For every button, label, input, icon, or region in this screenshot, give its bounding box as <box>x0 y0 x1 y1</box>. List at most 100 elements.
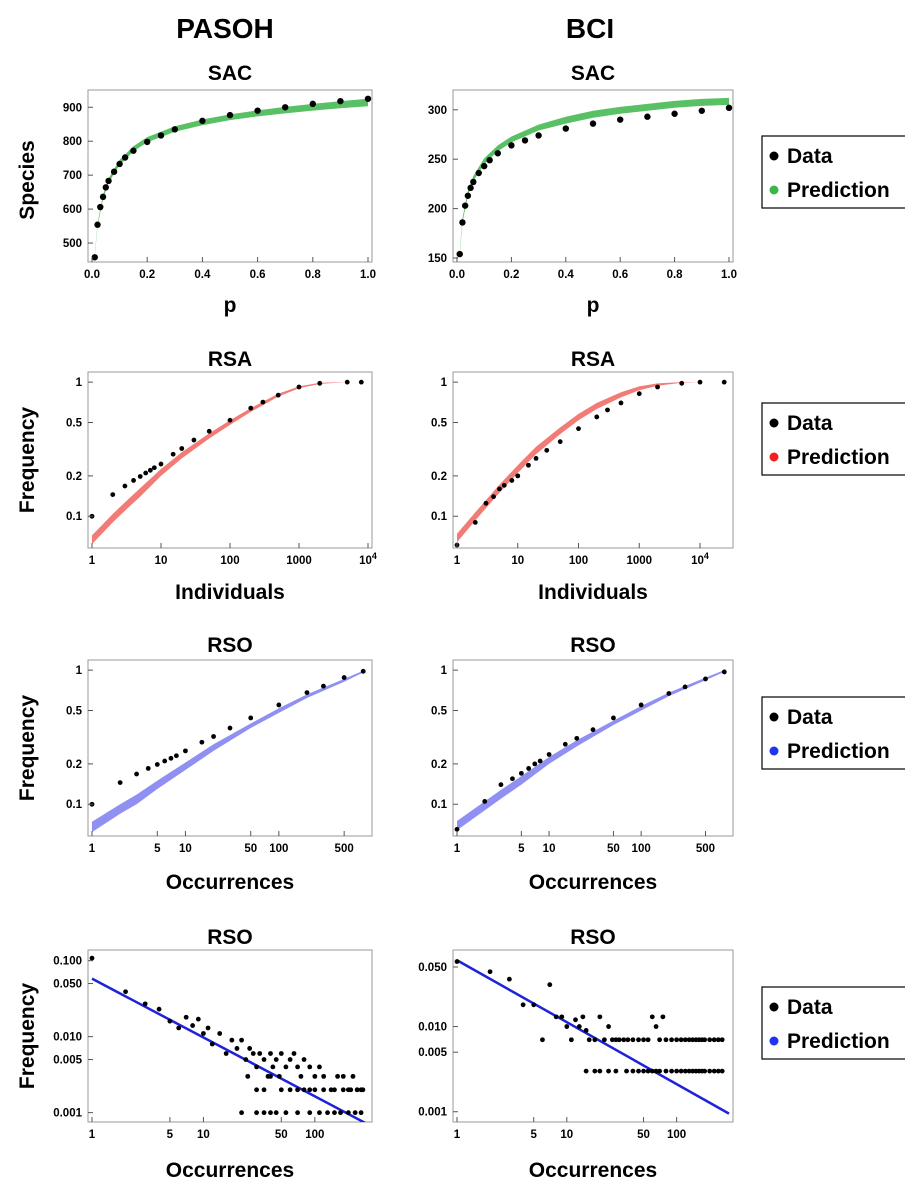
data-point <box>287 1057 293 1062</box>
data-point <box>154 762 160 767</box>
data-point <box>494 150 501 157</box>
data-point <box>456 250 463 258</box>
data-point <box>641 1037 646 1043</box>
data-point <box>97 203 104 211</box>
data-point <box>611 715 616 721</box>
data-point <box>268 1110 273 1116</box>
plot-area <box>454 379 727 548</box>
data-point <box>557 439 563 445</box>
legend-box <box>761 696 905 770</box>
data-point <box>715 1037 721 1043</box>
panel-title: RSO <box>207 926 253 949</box>
data-point <box>657 1037 663 1043</box>
x-tick-label: 1.0 <box>360 269 376 281</box>
data-point <box>142 1001 148 1007</box>
data-point <box>211 734 216 739</box>
data-point <box>597 1068 603 1074</box>
data-point <box>268 1073 273 1079</box>
data-point <box>537 758 543 764</box>
data-point <box>506 976 512 982</box>
x-tick-label: 100 <box>220 555 239 567</box>
data-point <box>682 1068 688 1074</box>
plot-area <box>91 95 372 261</box>
x-tick-label: 100 <box>569 555 588 567</box>
data-point <box>606 1024 611 1029</box>
panel-bci-rso-freq: RSO Occurrences 1 5 10 50 100 0.001 0.005 0.010 0.… <box>418 926 734 1182</box>
data-point <box>156 1006 162 1012</box>
data-point <box>454 826 460 832</box>
data-point <box>592 1037 598 1043</box>
x-tick-label: 100 <box>632 843 651 855</box>
y-tick-label: 0.5 <box>431 706 448 718</box>
y-tick-label: 0.5 <box>66 418 83 430</box>
data-point <box>574 735 580 741</box>
data-point <box>559 1014 565 1020</box>
data-point <box>296 384 302 390</box>
y-tick-label: 0.5 <box>431 418 448 430</box>
x-tick-label: 50 <box>244 843 257 855</box>
data-point <box>275 392 281 398</box>
data-point <box>195 1016 201 1022</box>
legend-data-label: Data <box>787 412 833 435</box>
data-point <box>226 111 234 119</box>
data-point <box>94 221 101 228</box>
data-point <box>261 1110 267 1116</box>
data-point <box>638 702 644 708</box>
data-point <box>199 117 206 125</box>
data-point <box>531 1002 537 1008</box>
data-point <box>341 675 347 680</box>
data-point <box>325 1110 330 1116</box>
data-point <box>312 1087 318 1093</box>
data-point <box>179 446 185 451</box>
x-tick-label: 0.6 <box>612 269 628 281</box>
x-tick-label: 10 <box>155 555 168 567</box>
data-point <box>487 969 493 975</box>
data-point <box>636 1037 641 1043</box>
data-point <box>617 116 624 123</box>
data-point <box>553 1014 559 1020</box>
data-point <box>360 668 366 674</box>
data-point <box>190 1023 196 1028</box>
data-point <box>254 1064 259 1070</box>
column-title-pasoh: PASOH <box>176 13 274 44</box>
plot-area <box>89 668 366 833</box>
data-point <box>674 1037 680 1043</box>
y-axis-label: Frequency <box>16 695 39 802</box>
data-point <box>170 451 176 457</box>
x-tick-label: 0.4 <box>194 269 211 281</box>
legend-prediction-dot <box>769 746 779 756</box>
data-point <box>254 1087 259 1093</box>
x-tick-label: 0.2 <box>503 269 519 281</box>
data-point <box>678 1037 684 1043</box>
x-tick-label: 0.8 <box>667 269 684 281</box>
data-point <box>102 184 110 191</box>
data-point <box>509 478 515 483</box>
data-point <box>317 380 323 386</box>
panel-title: SAC <box>571 62 615 85</box>
data-point <box>239 1110 244 1116</box>
data-point <box>137 474 143 479</box>
data-point <box>321 1073 327 1079</box>
x-tick-label: 100 <box>667 1129 686 1141</box>
legend-box <box>761 135 905 209</box>
plot-frame <box>87 371 373 549</box>
legend-prediction-label: Prediction <box>787 1030 890 1053</box>
y-tick-label: 0.2 <box>66 471 82 483</box>
data-point <box>580 1014 586 1020</box>
y-axis-label: Frequency <box>16 983 39 1090</box>
x-tick-label: 50 <box>637 1129 650 1141</box>
x-tick-label: 5 <box>531 1129 538 1141</box>
x-axis-label: Occurrences <box>166 1159 294 1182</box>
data-point <box>278 1051 284 1056</box>
x-tick-label: 1 <box>89 555 96 567</box>
data-point <box>459 219 466 226</box>
data-point <box>562 125 569 132</box>
data-point <box>702 1037 708 1043</box>
data-point <box>201 1031 206 1036</box>
y-tick-label: 0.005 <box>418 1047 447 1059</box>
data-point <box>250 1051 256 1056</box>
data-point <box>99 193 107 201</box>
data-point <box>345 1110 351 1116</box>
data-point <box>123 989 128 995</box>
plot-area <box>454 669 727 832</box>
